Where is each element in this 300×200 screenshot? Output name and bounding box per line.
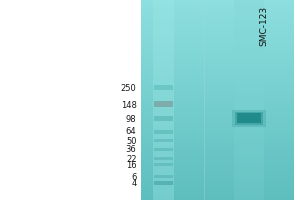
Text: 4: 4 bbox=[131, 178, 136, 188]
Text: 64: 64 bbox=[126, 128, 136, 136]
Text: 16: 16 bbox=[126, 160, 136, 170]
Bar bbox=[154, 181, 173, 185]
Bar bbox=[154, 139, 173, 142]
Bar bbox=[154, 148, 173, 151]
Bar bbox=[234, 0, 264, 200]
Bar bbox=[232, 110, 266, 127]
Text: 50: 50 bbox=[126, 136, 136, 146]
Text: 36: 36 bbox=[126, 146, 136, 154]
Bar bbox=[154, 175, 173, 178]
Text: 6: 6 bbox=[131, 172, 136, 182]
Bar bbox=[235, 112, 263, 125]
Bar bbox=[237, 113, 261, 123]
Text: 148: 148 bbox=[121, 100, 136, 110]
Bar bbox=[154, 116, 173, 121]
Text: 98: 98 bbox=[126, 114, 136, 123]
Bar bbox=[154, 85, 173, 90]
Text: SMC-123: SMC-123 bbox=[260, 6, 268, 46]
Bar bbox=[153, 0, 174, 200]
Bar bbox=[154, 101, 173, 107]
Text: 250: 250 bbox=[121, 84, 136, 93]
Bar bbox=[154, 163, 173, 166]
Bar bbox=[154, 130, 173, 134]
Bar bbox=[154, 157, 173, 160]
Text: 22: 22 bbox=[126, 154, 136, 164]
